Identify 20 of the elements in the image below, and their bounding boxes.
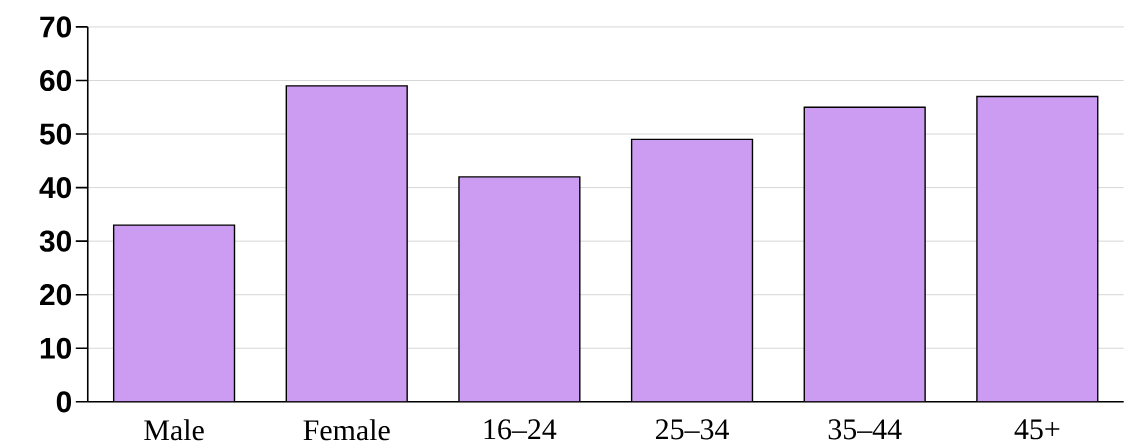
bar <box>631 139 753 402</box>
y-tick-label: 70 <box>40 16 72 38</box>
y-tick-label: 50 <box>39 123 72 145</box>
x-tick-label: 45+ <box>1014 419 1060 440</box>
y-tick-label: 40 <box>39 177 72 199</box>
x-tick-label: 35–44 <box>828 419 902 440</box>
y-tick-label: 20 <box>40 284 72 306</box>
y-tick-label: 60 <box>40 70 72 92</box>
y-tick-label: 0 <box>56 391 72 413</box>
bar <box>804 107 926 402</box>
bar <box>113 225 235 402</box>
x-tick-label: 25–34 <box>655 419 729 440</box>
bar <box>286 85 408 402</box>
bar <box>976 96 1099 402</box>
x-tick-label: 16–24 <box>484 419 557 440</box>
y-tick-label: 10 <box>40 337 72 360</box>
x-tick-label: Female <box>303 419 390 441</box>
bar <box>458 177 580 402</box>
x-tick-label: Male <box>144 419 204 441</box>
y-tick-label: 30 <box>39 230 72 252</box>
